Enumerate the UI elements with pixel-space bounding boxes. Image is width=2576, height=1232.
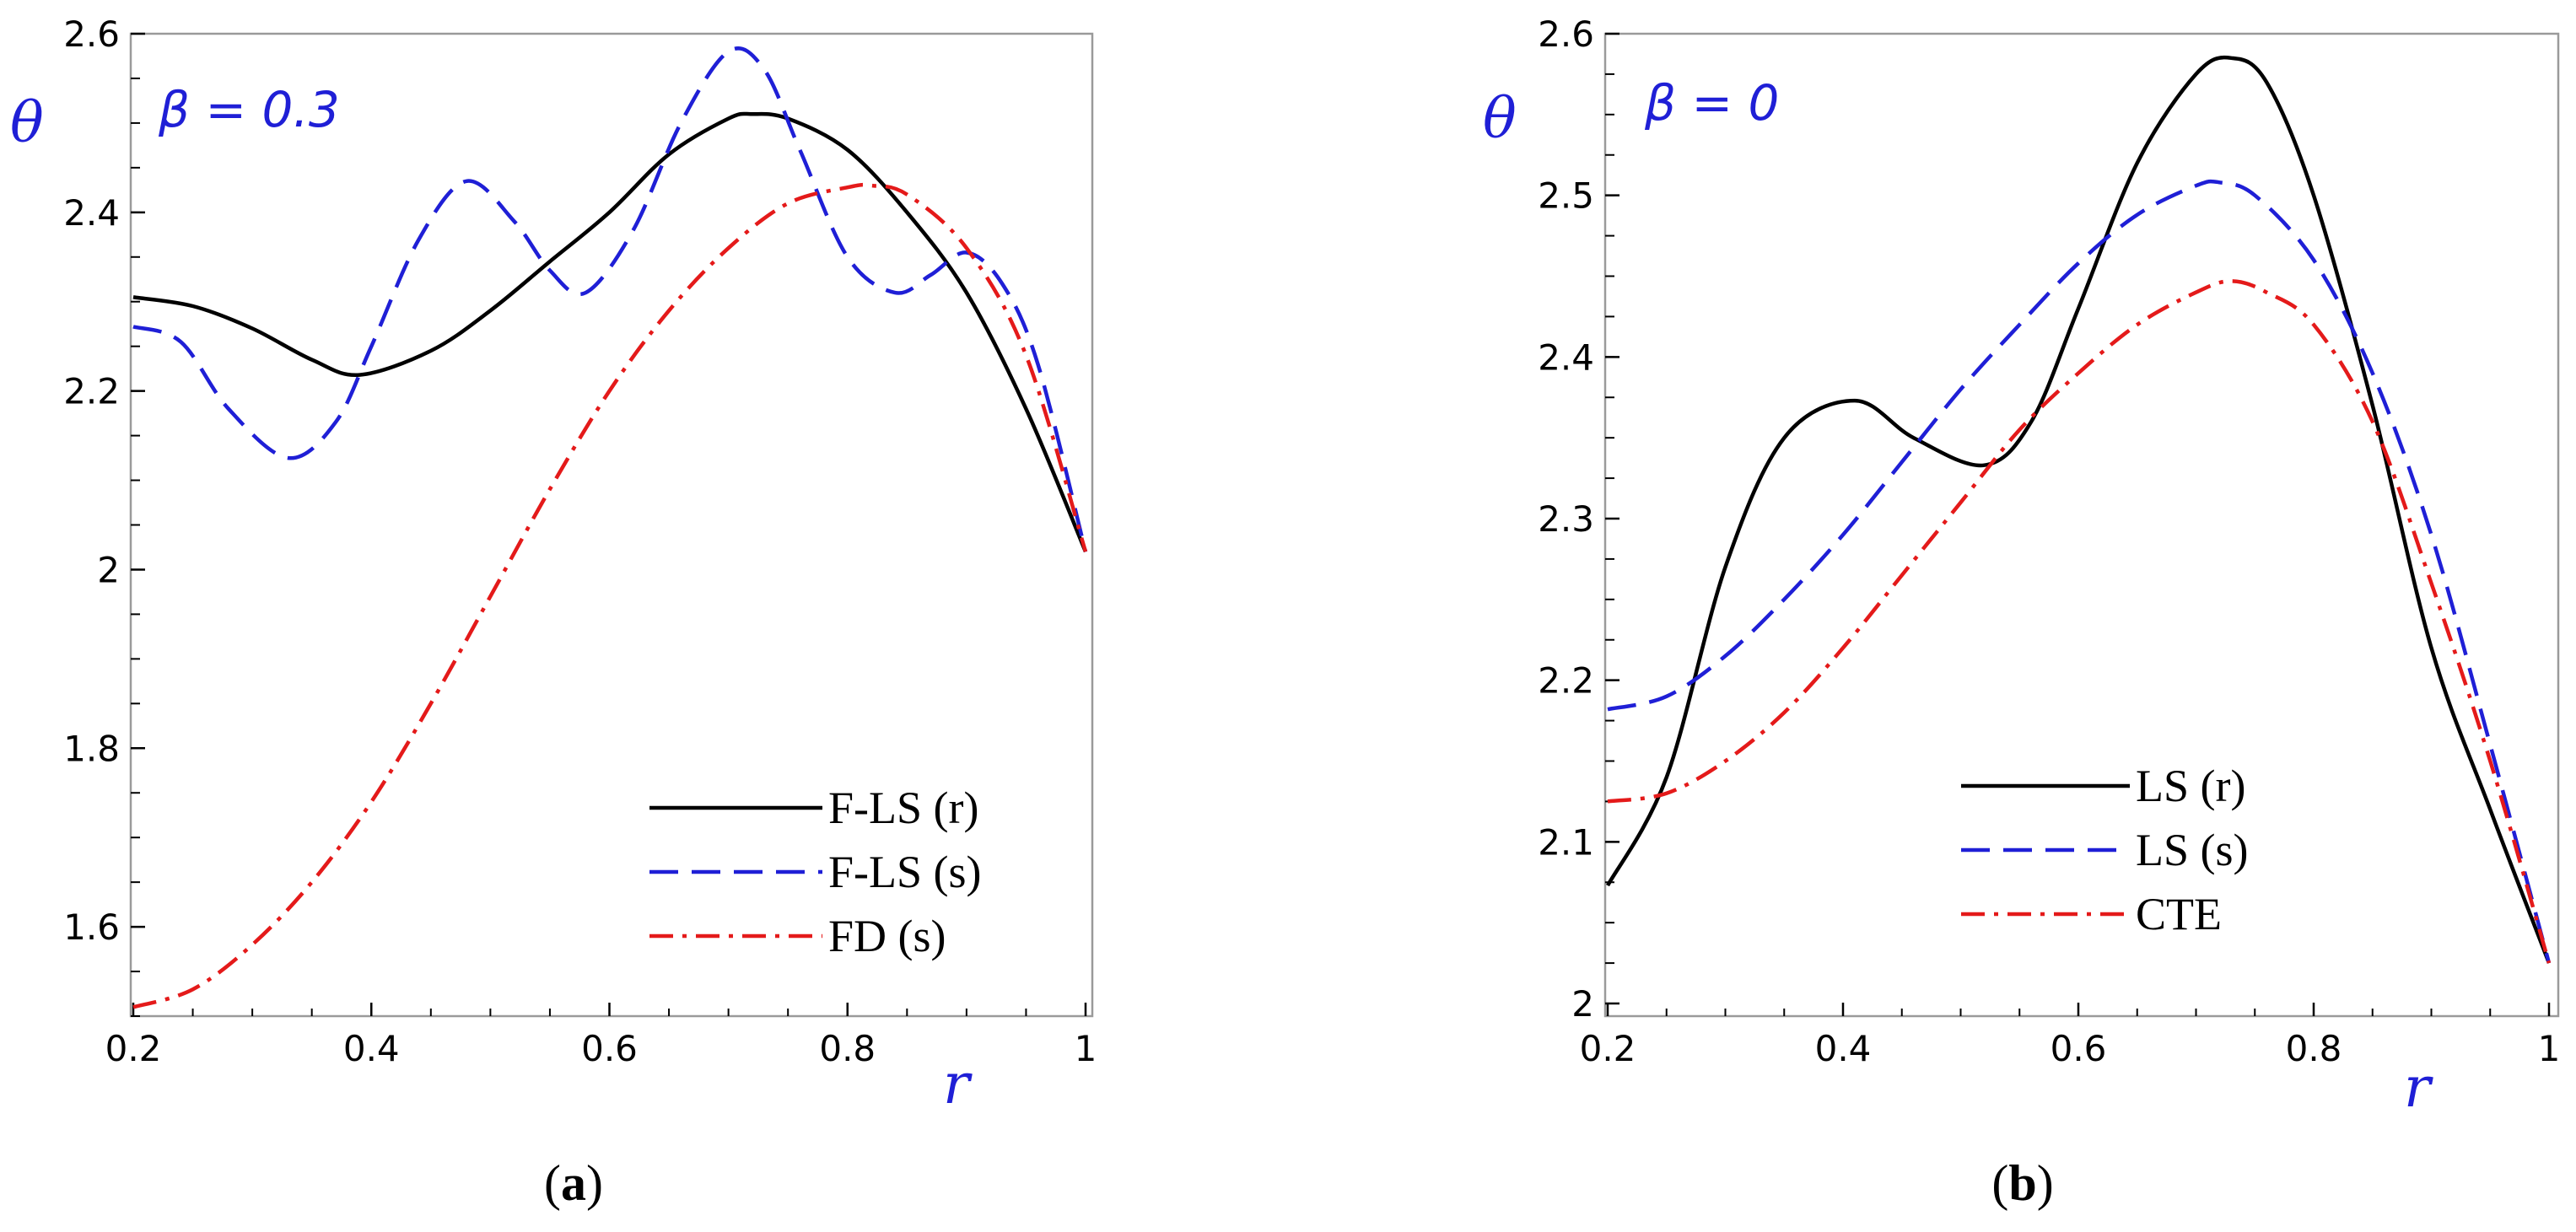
y-tick-label: 2.4 bbox=[1538, 336, 1594, 378]
x-tick-label: 0.6 bbox=[581, 1028, 638, 1069]
panel-a-x-axis-label: r bbox=[943, 1052, 973, 1116]
x-tick-label: 0.2 bbox=[1580, 1028, 1636, 1069]
y-tick-label: 2.3 bbox=[1538, 498, 1594, 540]
panel-b-caption-letter: b bbox=[2008, 1155, 2036, 1211]
y-tick-label: 1.8 bbox=[63, 728, 120, 769]
panel-a-beta-annotation: β = 0.3 bbox=[158, 81, 340, 138]
y-tick-label: 2 bbox=[97, 549, 120, 590]
legend-label: F-LS (r) bbox=[828, 783, 978, 833]
panel-b-x-axis-label: r bbox=[2404, 1055, 2433, 1120]
x-tick-label: 0.2 bbox=[105, 1028, 162, 1069]
legend-label: FD (s) bbox=[828, 911, 946, 961]
series-line-3 bbox=[1607, 279, 2552, 964]
panel-b-caption: (b) bbox=[1991, 1155, 2053, 1211]
panel-a-legend: F-LS (r) F-LS (s) FD (s) bbox=[649, 783, 982, 961]
series-line-2 bbox=[132, 46, 1088, 552]
panel-b-y-axis-label: θ bbox=[1483, 86, 1517, 151]
y-tick-label: 2.4 bbox=[63, 192, 120, 234]
y-tick-label: 2.2 bbox=[1538, 660, 1594, 702]
panel-a: 0.2 0.4 0.6 0.8 11.61.822.22.42.6 F-LS (r)F-… bbox=[10, 13, 1097, 1211]
series-line-1 bbox=[132, 111, 1088, 553]
x-tick-label: 1 bbox=[1075, 1028, 1097, 1069]
x-tick-label: 0.4 bbox=[1815, 1028, 1872, 1069]
series-line-2 bbox=[1607, 179, 2552, 964]
x-tick-label: 0.8 bbox=[2286, 1028, 2342, 1069]
panel-a-caption: (a) bbox=[544, 1155, 603, 1211]
legend-label: LS (r) bbox=[2136, 761, 2245, 811]
legend-label: F-LS (s) bbox=[828, 847, 982, 897]
series-line-1 bbox=[1606, 55, 2552, 964]
panel-a-caption-letter: a bbox=[561, 1155, 586, 1211]
panel-a-y-axis-label: θ bbox=[10, 90, 44, 155]
panel-b: 0.2 0.4 0.6 0.8 122.12.22.32.42.52.6 LS (r)L… bbox=[1483, 13, 2560, 1211]
panel-b-frame bbox=[1603, 32, 2560, 1018]
x-tick-label: 1 bbox=[2538, 1028, 2561, 1069]
panel-b-legend: LS (r) LS (s) CTE bbox=[1961, 761, 2249, 939]
series-line-3 bbox=[132, 182, 1088, 1009]
legend-label: CTE bbox=[2136, 889, 2222, 939]
x-tick-label: 0.8 bbox=[819, 1028, 876, 1069]
y-tick-label: 2 bbox=[1571, 983, 1594, 1025]
y-tick-label: 2.2 bbox=[63, 371, 120, 412]
legend-label: LS (s) bbox=[2136, 825, 2249, 875]
y-tick-label: 2.5 bbox=[1538, 175, 1594, 217]
x-tick-label: 0.6 bbox=[2051, 1028, 2107, 1069]
y-tick-label: 2.6 bbox=[63, 13, 120, 55]
y-tick-label: 2.1 bbox=[1538, 821, 1594, 863]
y-tick-label: 2.6 bbox=[1538, 13, 1594, 55]
x-tick-label: 0.4 bbox=[343, 1028, 400, 1069]
panel-b-beta-annotation: β = 0 bbox=[1644, 74, 1779, 132]
y-tick-label: 1.6 bbox=[63, 907, 120, 948]
